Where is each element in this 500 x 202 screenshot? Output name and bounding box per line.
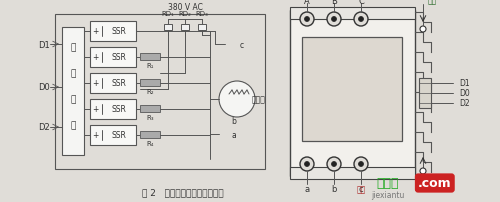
Circle shape <box>332 162 336 167</box>
Circle shape <box>354 13 368 27</box>
Bar <box>90 74 136 94</box>
Bar <box>90 100 136 119</box>
Bar <box>302 38 402 141</box>
Text: R₂: R₂ <box>146 88 154 95</box>
Text: SSR: SSR <box>112 105 126 114</box>
Text: b: b <box>332 185 336 194</box>
Text: RD₁: RD₁ <box>162 11 174 17</box>
Text: SSR: SSR <box>112 79 126 88</box>
Bar <box>90 22 136 42</box>
Bar <box>181 25 189 31</box>
Bar <box>62 28 84 155</box>
Circle shape <box>358 17 364 22</box>
Circle shape <box>327 13 341 27</box>
Circle shape <box>327 157 341 171</box>
Bar <box>290 167 415 179</box>
Bar <box>198 25 206 31</box>
Text: a: a <box>232 131 236 140</box>
Text: +: + <box>92 27 98 36</box>
Text: A: A <box>304 0 310 5</box>
Text: B: B <box>331 0 337 5</box>
Text: 路: 路 <box>70 121 76 130</box>
Bar <box>290 11 415 176</box>
Text: D1: D1 <box>459 79 469 88</box>
Text: D2: D2 <box>38 123 50 132</box>
Text: 图 2   固态继电器接线与外形图: 图 2 固态继电器接线与外形图 <box>142 188 224 197</box>
Text: 电: 电 <box>70 95 76 104</box>
Text: D2: D2 <box>459 99 469 108</box>
Circle shape <box>420 27 426 33</box>
Text: D0: D0 <box>38 83 50 92</box>
Text: SSR: SSR <box>112 53 126 62</box>
Text: 接线图: 接线图 <box>377 177 399 189</box>
Text: D0: D0 <box>459 89 470 98</box>
Text: c: c <box>358 185 364 194</box>
Text: R₁: R₁ <box>146 63 154 69</box>
Bar <box>164 25 172 31</box>
Text: 红灯: 红灯 <box>356 185 366 194</box>
Circle shape <box>332 17 336 22</box>
Bar <box>290 8 415 20</box>
Bar <box>140 131 160 138</box>
Text: +: + <box>92 79 98 88</box>
Text: c: c <box>240 40 244 49</box>
Bar <box>140 105 160 113</box>
Text: RD₃: RD₃ <box>196 11 208 17</box>
Circle shape <box>219 82 255 117</box>
Circle shape <box>354 157 368 171</box>
Circle shape <box>300 157 314 171</box>
Text: b: b <box>232 117 236 126</box>
Bar <box>90 125 136 145</box>
Text: R₃: R₃ <box>146 115 154 120</box>
Bar <box>90 48 136 68</box>
Text: SSR: SSR <box>112 27 126 36</box>
Bar <box>140 54 160 61</box>
Text: +: + <box>92 53 98 62</box>
Text: jiexiantu: jiexiantu <box>372 190 404 200</box>
Circle shape <box>420 168 426 174</box>
Circle shape <box>358 162 364 167</box>
Text: a: a <box>304 185 310 194</box>
Circle shape <box>300 13 314 27</box>
Bar <box>55 15 265 169</box>
Text: 电动机: 电动机 <box>252 95 266 104</box>
Text: +: + <box>92 105 98 114</box>
Text: 发: 发 <box>70 69 76 78</box>
Circle shape <box>304 162 310 167</box>
Text: SSR: SSR <box>112 131 126 140</box>
Text: 触: 触 <box>70 43 76 52</box>
Text: 绿灯: 绿灯 <box>428 0 436 5</box>
Text: +: + <box>92 131 98 140</box>
Text: RD₂: RD₂ <box>178 11 192 17</box>
Circle shape <box>304 17 310 22</box>
Text: R₄: R₄ <box>146 140 154 146</box>
Bar <box>140 80 160 87</box>
Text: 380 V AC: 380 V AC <box>168 2 202 12</box>
Bar <box>419 79 431 108</box>
Text: .com: .com <box>418 177 452 189</box>
Text: D1: D1 <box>38 40 50 49</box>
Text: C: C <box>358 0 364 5</box>
